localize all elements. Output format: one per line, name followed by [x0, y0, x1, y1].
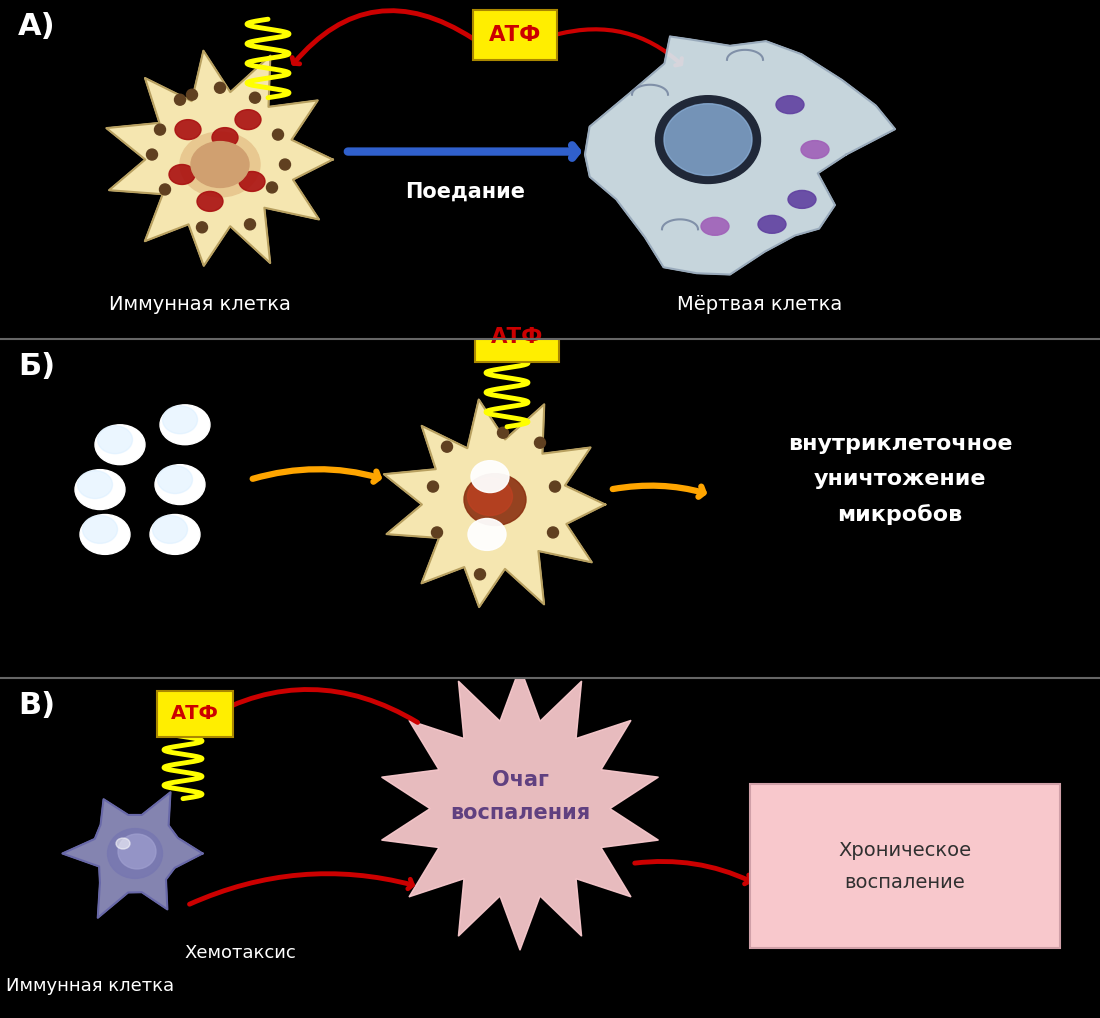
Text: Иммунная клетка: Иммунная клетка — [6, 977, 174, 995]
Text: Б): Б) — [18, 352, 55, 381]
Circle shape — [535, 437, 546, 448]
Circle shape — [197, 222, 208, 233]
Ellipse shape — [116, 838, 130, 849]
Circle shape — [160, 184, 170, 194]
Ellipse shape — [180, 132, 260, 196]
Circle shape — [441, 441, 452, 452]
Text: АТФ: АТФ — [491, 327, 543, 347]
Ellipse shape — [235, 110, 261, 129]
Circle shape — [146, 149, 157, 160]
Ellipse shape — [169, 165, 195, 184]
Circle shape — [214, 82, 225, 94]
Polygon shape — [382, 667, 659, 950]
Ellipse shape — [153, 515, 187, 544]
Ellipse shape — [157, 465, 192, 494]
Circle shape — [474, 569, 485, 580]
Text: Мёртвая клетка: Мёртвая клетка — [678, 294, 843, 314]
Ellipse shape — [664, 104, 752, 175]
Ellipse shape — [150, 514, 200, 555]
Ellipse shape — [758, 216, 786, 233]
Circle shape — [550, 482, 561, 492]
Ellipse shape — [77, 470, 112, 499]
Circle shape — [428, 482, 439, 492]
FancyBboxPatch shape — [473, 10, 557, 60]
Polygon shape — [384, 399, 605, 607]
Text: В): В) — [18, 691, 55, 720]
Ellipse shape — [80, 514, 130, 555]
FancyBboxPatch shape — [157, 691, 233, 737]
Circle shape — [154, 124, 165, 135]
Text: Поедание: Поедание — [405, 181, 525, 202]
Ellipse shape — [212, 127, 238, 148]
Text: АТФ: АТФ — [488, 24, 541, 45]
Circle shape — [175, 95, 186, 105]
Ellipse shape — [175, 120, 201, 139]
Ellipse shape — [464, 473, 526, 525]
Ellipse shape — [191, 142, 249, 187]
Ellipse shape — [471, 461, 509, 493]
FancyBboxPatch shape — [750, 784, 1060, 948]
Ellipse shape — [160, 405, 210, 445]
Circle shape — [497, 428, 508, 438]
Text: А): А) — [18, 12, 56, 41]
Circle shape — [279, 159, 290, 170]
Ellipse shape — [701, 218, 729, 235]
Polygon shape — [63, 792, 202, 918]
Circle shape — [548, 527, 559, 538]
Ellipse shape — [118, 834, 156, 869]
Ellipse shape — [801, 140, 829, 159]
FancyBboxPatch shape — [475, 312, 559, 362]
Ellipse shape — [75, 469, 125, 510]
Text: АТФ: АТФ — [172, 704, 219, 724]
Ellipse shape — [776, 96, 804, 114]
Ellipse shape — [98, 426, 132, 454]
Ellipse shape — [239, 171, 265, 191]
Polygon shape — [107, 51, 333, 266]
Circle shape — [187, 90, 198, 100]
Circle shape — [250, 93, 261, 103]
Circle shape — [266, 182, 277, 193]
Text: Хемотаксис: Хемотаксис — [184, 944, 296, 962]
Text: внутриклеточное
уничтожение
микробов: внутриклеточное уничтожение микробов — [788, 435, 1012, 525]
Text: Хроническое
воспаление: Хроническое воспаление — [838, 841, 971, 892]
Ellipse shape — [108, 829, 163, 879]
Ellipse shape — [163, 406, 198, 434]
Polygon shape — [585, 37, 895, 275]
Ellipse shape — [468, 518, 506, 551]
Circle shape — [431, 527, 442, 538]
Text: Очаг
воспаления: Очаг воспаления — [450, 771, 590, 824]
Circle shape — [244, 219, 255, 230]
Ellipse shape — [95, 425, 145, 464]
Ellipse shape — [656, 96, 760, 183]
Ellipse shape — [788, 190, 816, 209]
Text: Иммунная клетка: Иммунная клетка — [109, 294, 290, 314]
Ellipse shape — [82, 515, 118, 544]
Ellipse shape — [197, 191, 223, 212]
Ellipse shape — [155, 464, 205, 505]
Circle shape — [273, 129, 284, 140]
Ellipse shape — [468, 477, 513, 515]
